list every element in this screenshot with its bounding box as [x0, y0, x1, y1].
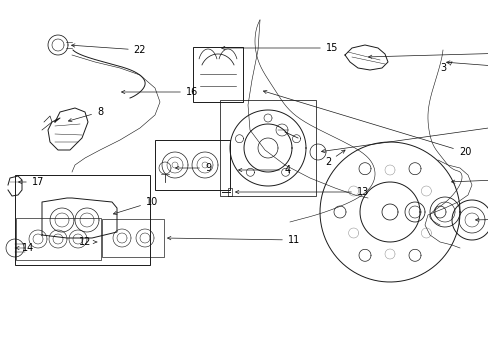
Text: 5: 5	[321, 118, 488, 153]
Text: 14: 14	[16, 243, 34, 253]
Text: 21: 21	[446, 61, 488, 103]
Text: 20: 20	[263, 90, 470, 157]
Text: 8: 8	[68, 107, 103, 122]
Text: 18: 18	[475, 207, 488, 221]
Bar	[193, 47, 243, 102]
Text: 22: 22	[71, 44, 146, 55]
Text: 4: 4	[238, 165, 290, 175]
Text: 10: 10	[113, 197, 158, 215]
Text: 9: 9	[175, 163, 211, 173]
Text: 12: 12	[79, 237, 97, 247]
Bar	[155, 140, 229, 190]
Text: 19: 19	[450, 160, 488, 183]
Text: 3: 3	[439, 62, 451, 73]
Bar	[15, 175, 150, 265]
Bar	[16, 218, 101, 260]
Bar	[102, 219, 163, 257]
Text: 13: 13	[235, 187, 368, 197]
Bar	[220, 100, 315, 196]
Text: 11: 11	[167, 235, 300, 245]
Text: 23: 23	[368, 43, 488, 58]
Text: 15: 15	[221, 43, 338, 53]
Text: 2: 2	[324, 150, 345, 167]
Text: 16: 16	[122, 87, 198, 97]
Text: 17: 17	[19, 177, 44, 187]
